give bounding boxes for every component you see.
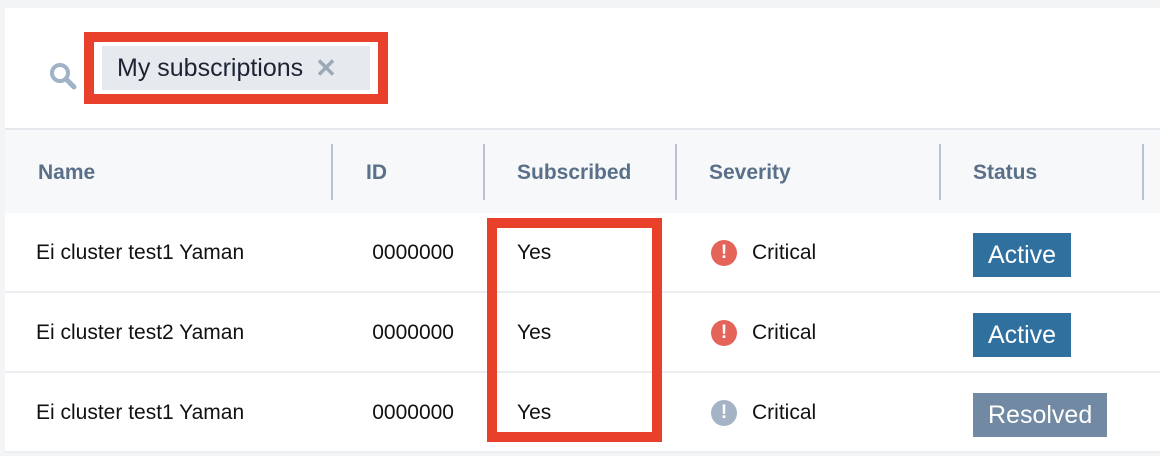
cell-severity: Critical [752,401,817,424]
exclamation-icon: ! [711,320,737,346]
cell-severity: Critical [752,321,817,344]
column-header-name[interactable]: Name [38,161,96,184]
cell-subscribed: Yes [517,401,552,424]
search-icon[interactable] [49,62,81,90]
status-badge: Active [973,313,1072,357]
table-row[interactable]: Ei cluster test2 Yaman 0000000 Yes ! Cri… [5,293,1160,373]
status-badge: Active [973,233,1072,277]
column-divider[interactable] [483,144,485,200]
table-header: Name ID Subscribed Severity Status [5,130,1160,213]
highlight-box-subscribed [487,218,662,442]
column-divider[interactable] [331,144,333,200]
cell-name[interactable]: Ei cluster test1 Yaman [36,241,245,264]
exclamation-icon: ! [711,240,737,266]
subscriptions-table: Name ID Subscribed Severity Status Ei cl… [5,130,1160,453]
cell-id: 0000000 [372,401,454,424]
filter-tag: My subscriptions ✕ [102,46,370,90]
filter-tag-label: My subscriptions [117,53,304,82]
column-divider[interactable] [939,144,941,200]
close-icon[interactable]: ✕ [315,52,337,83]
column-divider[interactable] [1142,144,1144,200]
column-header-subscribed[interactable]: Subscribed [517,161,632,184]
cell-severity: Critical [752,241,817,264]
cell-id: 0000000 [372,321,454,344]
cell-subscribed: Yes [517,241,552,264]
cell-name[interactable]: Ei cluster test2 Yaman [36,321,245,344]
exclamation-icon: ! [711,400,737,426]
cell-subscribed: Yes [517,321,552,344]
cell-name[interactable]: Ei cluster test1 Yaman [36,401,245,424]
status-badge: Resolved [973,393,1108,437]
cell-id: 0000000 [372,241,454,264]
column-header-status[interactable]: Status [973,161,1038,184]
column-divider[interactable] [675,144,677,200]
column-header-id[interactable]: ID [366,161,387,184]
column-header-severity[interactable]: Severity [709,161,791,184]
highlight-box-filter [84,32,388,104]
